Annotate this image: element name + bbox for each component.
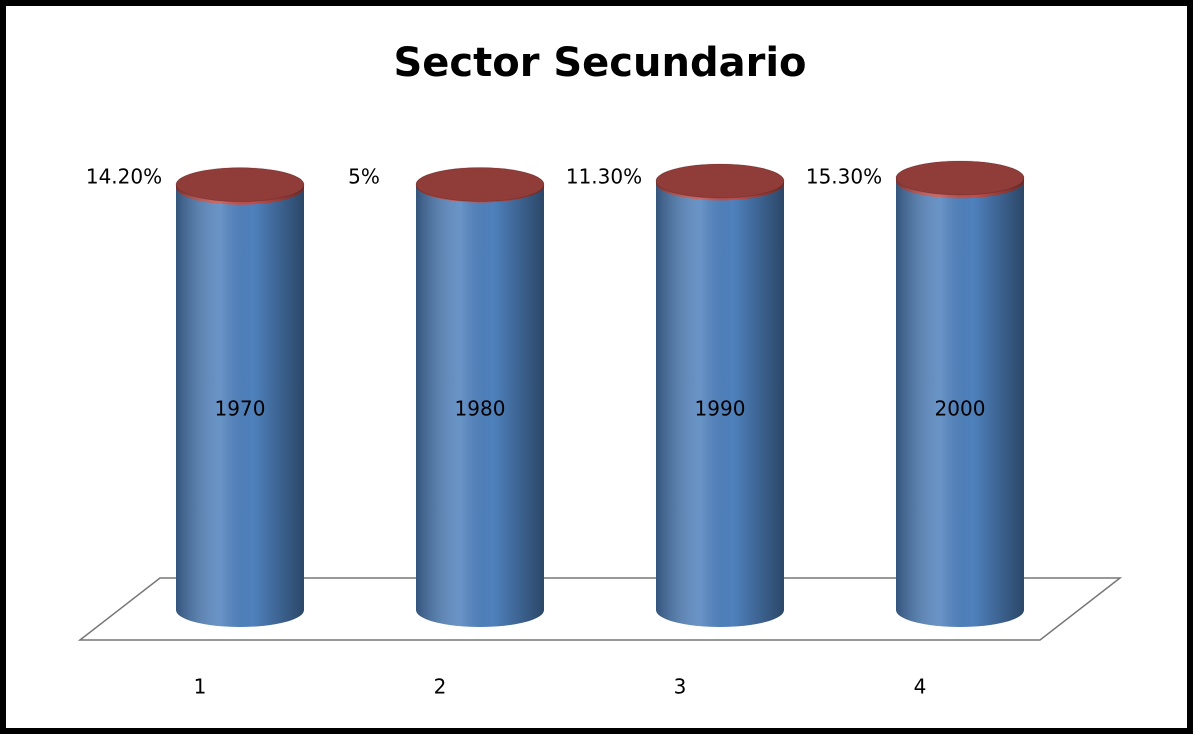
cap-shade bbox=[656, 164, 784, 199]
cap-shade bbox=[896, 161, 1024, 195]
x-tick-label: 1 bbox=[194, 675, 207, 699]
cap-shade bbox=[176, 167, 304, 202]
chart-title: Sector Secundario bbox=[393, 40, 806, 86]
data-label: 14.20% bbox=[86, 165, 162, 189]
data-label: 1980 bbox=[455, 397, 506, 421]
data-label: 1970 bbox=[215, 397, 266, 421]
data-label: 15.30% bbox=[806, 165, 882, 189]
x-tick-label: 3 bbox=[674, 675, 687, 699]
x-tick-label: 4 bbox=[914, 675, 927, 699]
shading bbox=[896, 164, 1024, 627]
cylinder-cap bbox=[895, 160, 1025, 196]
cylinder-cap bbox=[175, 167, 305, 203]
data-label: 5% bbox=[348, 165, 380, 189]
data-label: 2000 bbox=[935, 397, 986, 421]
x-tick-label: 2 bbox=[434, 675, 447, 699]
shading bbox=[416, 168, 544, 628]
shading bbox=[656, 166, 784, 627]
data-label: 11.30% bbox=[566, 165, 642, 189]
cap-shade bbox=[416, 167, 544, 202]
data-label: 1990 bbox=[695, 397, 746, 421]
shading bbox=[176, 170, 304, 627]
floor bbox=[77, 577, 1123, 641]
cylinder-cap bbox=[655, 163, 785, 199]
cylinder-cap bbox=[415, 166, 545, 202]
